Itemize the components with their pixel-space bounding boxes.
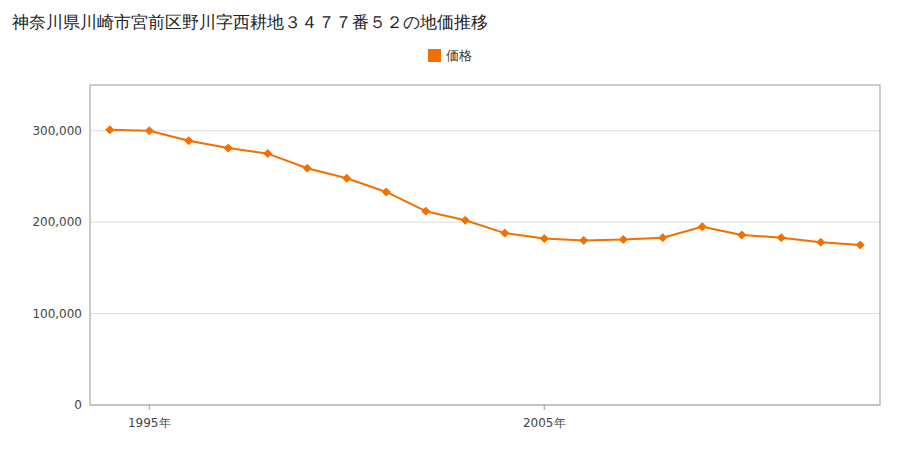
marker	[106, 126, 114, 134]
x-axis: 1995年 2005年	[128, 405, 566, 430]
x-tick	[544, 405, 545, 410]
y-tick-label: 0	[74, 398, 82, 412]
marker	[580, 236, 588, 244]
marker	[540, 235, 548, 243]
chart-container: 神奈川県川崎市宮前区野川字西耕地３４７７番５２の地価推移 0 100,000 200,…	[0, 0, 900, 450]
y-tick-label: 300,000	[32, 124, 82, 138]
marker	[461, 216, 469, 224]
marker	[145, 127, 153, 135]
title: 神奈川県川崎市宮前区野川字西耕地３４７７番５２の地価推移	[12, 12, 488, 32]
legend-swatch	[428, 49, 441, 62]
grid	[90, 131, 880, 405]
marker	[619, 236, 627, 244]
marker	[817, 238, 825, 246]
x-tick-label: 1995年	[128, 416, 171, 430]
plot-frame	[90, 85, 880, 405]
marker	[856, 241, 864, 249]
marker	[264, 150, 272, 158]
marker	[659, 234, 667, 242]
legend: 価格	[428, 48, 472, 63]
x-tick	[149, 405, 150, 410]
marker	[777, 234, 785, 242]
marker	[738, 231, 746, 239]
marker	[382, 188, 390, 196]
marker	[303, 164, 311, 172]
y-axis: 0 100,000 200,000 300,000	[32, 124, 82, 412]
grid-line	[90, 313, 880, 314]
line	[110, 130, 861, 245]
legend-label: 価格	[446, 48, 472, 63]
plot-area	[106, 126, 865, 249]
chart-svg: 神奈川県川崎市宮前区野川字西耕地３４７７番５２の地価推移 0 100,000 200,…	[0, 0, 900, 450]
grid-line	[90, 130, 880, 131]
y-tick-label: 100,000	[32, 307, 82, 321]
x-tick-label: 2005年	[523, 416, 566, 430]
marker	[224, 144, 232, 152]
grid-line	[90, 222, 880, 223]
marker	[343, 174, 351, 182]
marker	[698, 223, 706, 231]
marker	[501, 229, 509, 237]
marker	[185, 137, 193, 145]
marker	[422, 207, 430, 215]
y-tick-label: 200,000	[32, 215, 82, 229]
